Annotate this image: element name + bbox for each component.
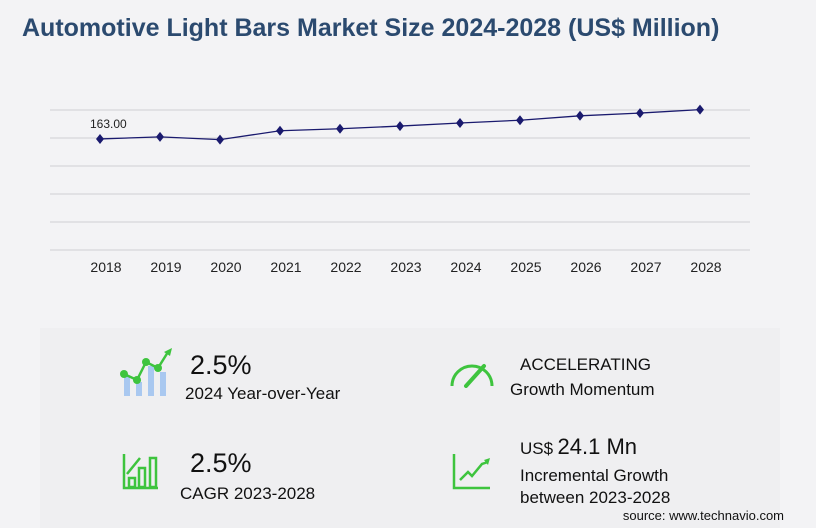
trend-up-icon <box>452 454 490 490</box>
data-point <box>456 118 464 129</box>
cagr-label: CAGR 2023-2028 <box>180 484 316 503</box>
momentum-label: Growth Momentum <box>510 380 655 399</box>
bar-growth-icon <box>122 454 158 490</box>
data-point <box>216 134 224 145</box>
yoy-value: 2.5% <box>190 350 252 380</box>
data-point <box>396 121 404 132</box>
line-chart: 2018 2019 2020 2021 2022 2023 2024 2025 2026 2027… <box>50 104 750 275</box>
chart-title: Automotive Light Bars Market Size 2024-2… <box>22 14 720 42</box>
currency-prefix: US$ <box>520 439 554 458</box>
x-tick-label: 2024 <box>450 259 481 275</box>
speedometer-icon <box>450 364 494 388</box>
incremental-amount: 24.1 Mn <box>557 434 638 459</box>
x-tick-label: 2021 <box>270 259 301 275</box>
x-tick-label: 2028 <box>690 259 721 275</box>
x-tick-label: 2022 <box>330 259 361 275</box>
x-tick-label: 2027 <box>630 259 661 275</box>
x-tick-label: 2025 <box>510 259 541 275</box>
incremental-value: US$ 24.1 Mn <box>520 434 637 460</box>
cagr-value: 2.5% <box>190 448 252 478</box>
x-tick-label: 2019 <box>150 259 181 275</box>
x-tick-label: 2026 <box>570 259 601 275</box>
data-point <box>156 131 164 142</box>
data-point <box>276 125 284 136</box>
x-tick-label: 2020 <box>210 259 241 275</box>
incremental-label-2: between 2023-2028 <box>520 488 671 507</box>
source-text: source: www.technavio.com <box>622 508 784 523</box>
data-point <box>96 133 104 144</box>
data-point <box>636 108 644 119</box>
yoy-label: 2024 Year-over-Year <box>185 384 341 403</box>
incremental-label-1: Incremental Growth <box>520 466 669 485</box>
data-point <box>576 110 584 121</box>
data-point <box>696 104 704 115</box>
x-tick-label: 2023 <box>390 259 421 275</box>
data-point <box>336 123 344 134</box>
data-label: 163.00 <box>90 117 127 131</box>
x-tick-label: 2018 <box>90 259 121 275</box>
growth-chart-icon <box>120 348 172 396</box>
momentum-value: ACCELERATING <box>520 355 651 374</box>
data-point <box>516 115 524 126</box>
